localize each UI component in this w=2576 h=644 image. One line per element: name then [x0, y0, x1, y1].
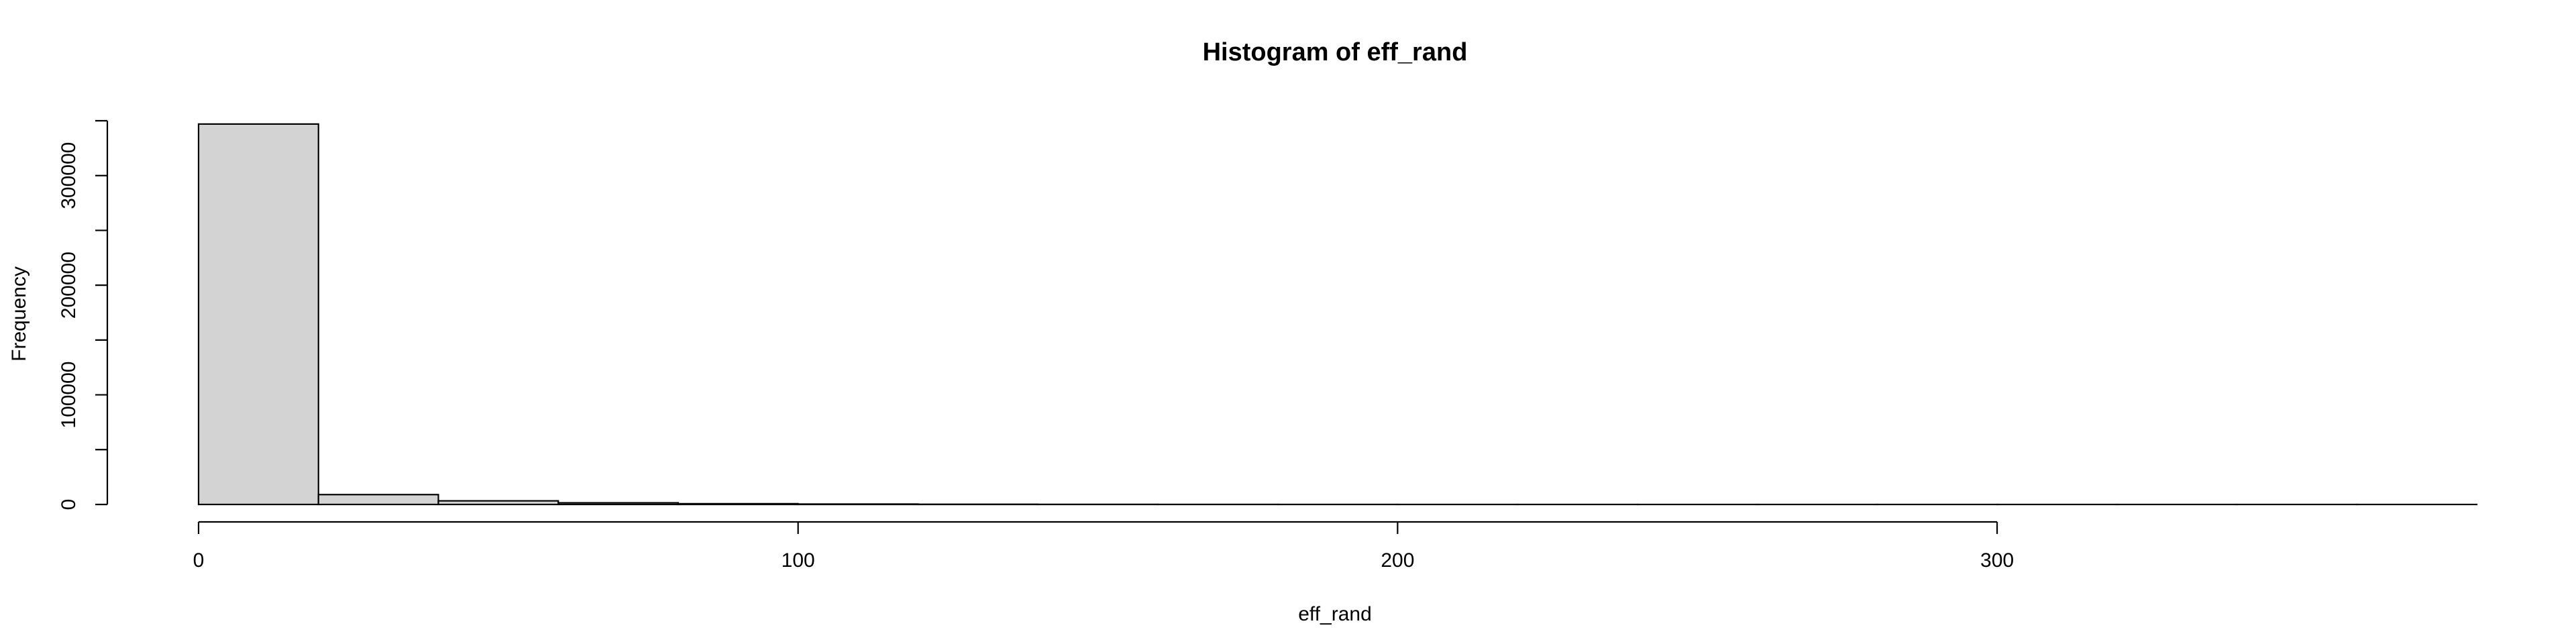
- x-tick-label: 300: [1980, 549, 2014, 572]
- x-axis: 0 100 200 300: [193, 521, 2014, 572]
- y-tick-label: 0: [58, 499, 80, 511]
- x-tick-label: 0: [193, 549, 205, 572]
- histogram-bar: [197, 123, 319, 506]
- histogram-bar: [317, 494, 439, 506]
- histogram-bar: [557, 502, 680, 506]
- histogram-bar: [437, 500, 559, 506]
- y-axis: 0 100000 200000 300000: [58, 119, 109, 511]
- y-tick-label: 100000: [58, 362, 80, 429]
- x-tick-label: 100: [782, 549, 815, 572]
- y-tick-label: 300000: [58, 142, 80, 209]
- y-tick-label: 200000: [58, 252, 80, 319]
- bars-group: [197, 123, 2478, 506]
- x-tick-label: 200: [1381, 549, 1414, 572]
- x-axis-label: eff_rand: [1298, 603, 1372, 625]
- y-axis-label: Frequency: [8, 266, 30, 362]
- chart-title: Histogram of eff_rand: [1203, 38, 1468, 66]
